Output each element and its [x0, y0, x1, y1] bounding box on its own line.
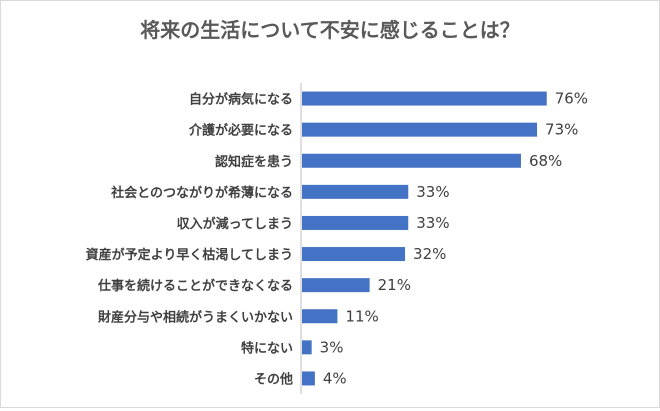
value-label: 33% [416, 183, 449, 201]
category-label: 認知症を患う [215, 154, 293, 170]
value-label: 68% [529, 152, 562, 170]
bar [302, 278, 370, 293]
value-label: 76% [555, 90, 588, 108]
bar [302, 91, 547, 106]
bar [302, 247, 406, 262]
category-label: 仕事を続けることができなくなる [97, 278, 293, 294]
bar [302, 122, 538, 137]
bars-group: 自分が病気になる 76% 介護が必要になる 73% 認知症を患う 68% 社会とのつながりが… [86, 90, 588, 388]
bar [302, 309, 338, 324]
category-label: 自分が病気になる [189, 92, 293, 108]
category-label: 収入が減ってしまう [177, 216, 293, 232]
bar [302, 153, 521, 168]
value-label: 3% [320, 338, 344, 356]
bar [302, 371, 315, 386]
bar [302, 340, 312, 355]
category-label: 資産が予定より早く枯渇してしまう [86, 247, 293, 263]
value-label: 73% [545, 121, 578, 139]
category-label: 財産分与や相続がうまくいかない [97, 309, 293, 325]
bar [302, 215, 409, 230]
bar [302, 184, 409, 199]
category-label: その他 [254, 371, 293, 387]
category-label: 介護が必要になる [188, 123, 293, 139]
value-label: 33% [416, 214, 449, 232]
value-label: 11% [345, 307, 378, 325]
value-label: 32% [413, 245, 446, 263]
chart-title: 将来の生活について不安に感じることは？ [140, 18, 519, 42]
category-label: 特にない [241, 340, 293, 356]
value-label: 21% [378, 276, 411, 294]
value-label: 4% [323, 369, 347, 387]
category-label: 社会とのつながりが希薄になる [110, 185, 293, 201]
